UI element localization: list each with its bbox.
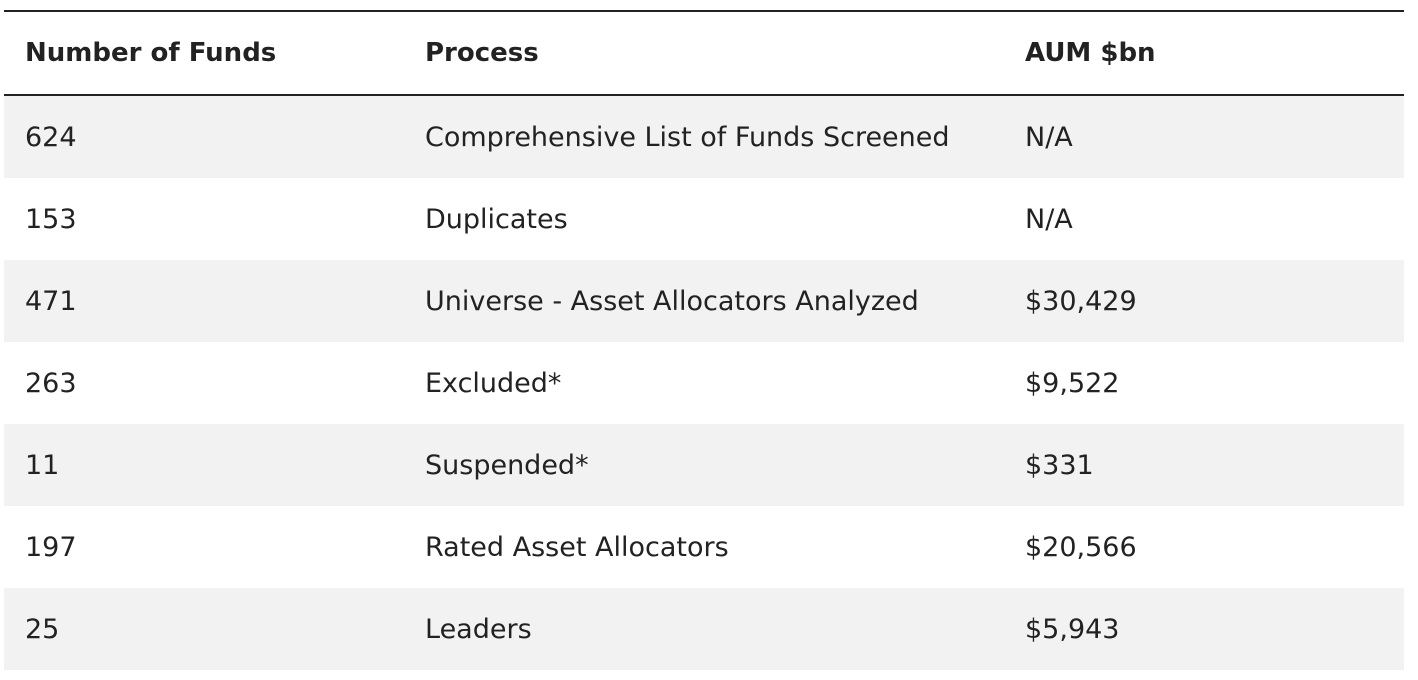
data-table: Number of Funds Process AUM $bn 624 Comprehe…	[4, 10, 1404, 670]
table-cell: 11	[25, 449, 60, 481]
table-cell: Number of Funds	[25, 38, 277, 68]
table-cell: Duplicates	[425, 203, 568, 235]
table-cell: $5,943	[1025, 613, 1120, 645]
table-cell: $20,566	[1025, 531, 1137, 563]
table-cell: 25	[25, 613, 60, 645]
table-cell: 471	[25, 285, 77, 317]
table-cell: $331	[1025, 449, 1094, 481]
table-row: 11 Suspended* $331	[4, 424, 1404, 506]
table-cell: Process	[425, 38, 539, 68]
table-cell: 263	[25, 367, 77, 399]
table-row: 624 Comprehensive List of Funds Screened N…	[4, 96, 1404, 178]
table-cell: AUM $bn	[1025, 38, 1156, 68]
table-cell: 197	[25, 531, 77, 563]
table-row: 471 Universe - Asset Allocators Analyzed $…	[4, 260, 1404, 342]
table-cell: $9,522	[1025, 367, 1120, 399]
table-row: 25 Leaders $5,943	[4, 588, 1404, 670]
table-cell: Leaders	[425, 613, 532, 645]
table-cell: $30,429	[1025, 285, 1137, 317]
table-row: 263 Excluded* $9,522	[4, 342, 1404, 424]
table-cell: Excluded*	[425, 367, 562, 399]
table-row: 197 Rated Asset Allocators $20,566	[4, 506, 1404, 588]
table-cell: Rated Asset Allocators	[425, 531, 729, 563]
table-cell: Universe - Asset Allocators Analyzed	[425, 285, 919, 317]
table-cell: Suspended*	[425, 449, 589, 481]
table-cell: N/A	[1025, 121, 1073, 153]
table-cell: N/A	[1025, 203, 1073, 235]
table-cell: 624	[25, 121, 77, 153]
header-row: Number of Funds Process AUM $bn	[4, 12, 1404, 96]
table-cell: Comprehensive List of Funds Screened	[425, 121, 950, 153]
table-row: 153 Duplicates N/A	[4, 178, 1404, 260]
table-cell: 153	[25, 203, 77, 235]
